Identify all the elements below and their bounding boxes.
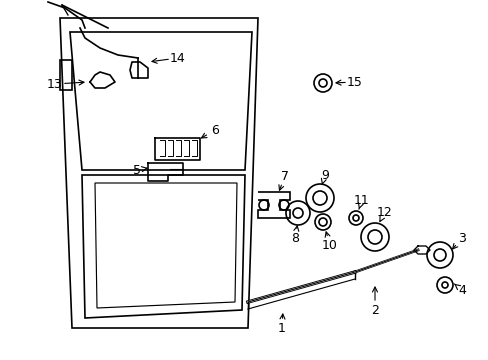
Text: 8: 8 [290, 231, 298, 244]
Text: 14: 14 [170, 51, 185, 64]
Text: 2: 2 [370, 303, 378, 316]
Text: 3: 3 [457, 231, 465, 244]
Text: 12: 12 [376, 206, 392, 219]
Text: 9: 9 [321, 168, 328, 181]
Text: 1: 1 [278, 321, 285, 334]
Text: 5: 5 [133, 163, 141, 176]
Text: 7: 7 [281, 170, 288, 183]
Text: 4: 4 [457, 284, 465, 297]
Text: 13: 13 [47, 77, 63, 90]
Text: 11: 11 [353, 194, 369, 207]
Text: 15: 15 [346, 76, 362, 89]
Text: 10: 10 [322, 239, 337, 252]
Text: 6: 6 [211, 123, 219, 136]
